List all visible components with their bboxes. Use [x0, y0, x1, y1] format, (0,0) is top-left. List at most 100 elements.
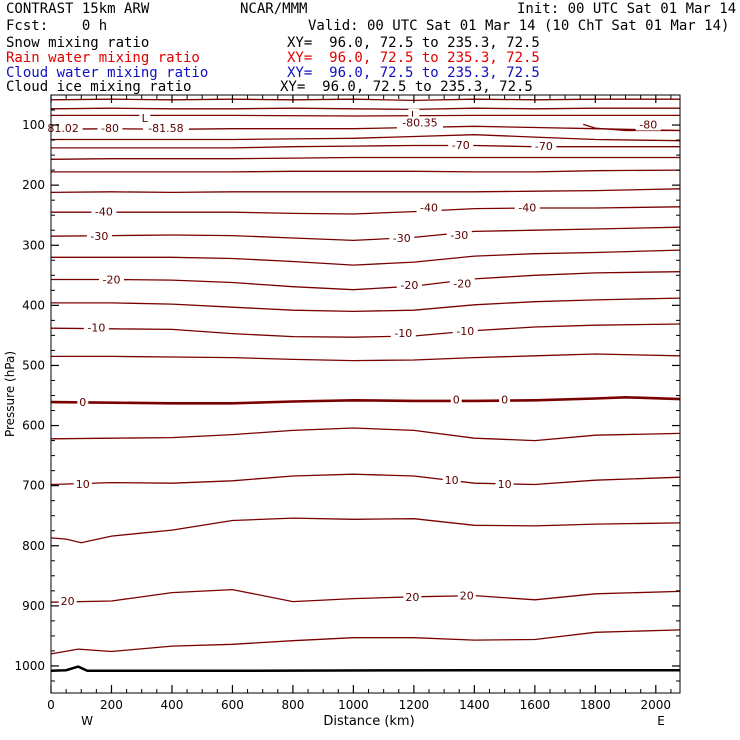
contour-label-bg-23 — [499, 393, 511, 406]
contour-label-26: 10 — [498, 478, 512, 491]
contour-line-14 — [51, 297, 680, 313]
contour-label-bg-4 — [142, 122, 189, 135]
x-tick-label-600: 600 — [221, 698, 244, 712]
contour-label-14: -30 — [450, 229, 468, 242]
contour-label-23: 0 — [501, 394, 508, 407]
contour-line-11 — [51, 226, 680, 242]
x-tick-label-1000: 1000 — [338, 698, 369, 712]
y-tick-label-600: 600 — [22, 419, 45, 433]
contour-label-8: -70 — [535, 140, 553, 153]
contour-label-bg-2 — [43, 122, 83, 135]
contour-label-18: -10 — [87, 322, 105, 335]
legend-rain-xy: XY= 96.0, 72.5 to 235.3, 72.5 — [287, 50, 540, 66]
contour-label-4: -81.58 — [148, 122, 183, 135]
y-tick-label-800: 800 — [22, 539, 45, 553]
contour-label-22: 0 — [453, 394, 460, 407]
contour-label-25: 10 — [445, 474, 459, 487]
contour-label-bg-18 — [83, 321, 109, 334]
contour-line-18 — [51, 427, 680, 442]
contour-line-20 — [51, 517, 680, 544]
contour-label-16: -20 — [400, 279, 418, 292]
contour-labels: L L 81.02 -80 -81.58 -80.35 -80 -70 -70 -40 -40 -40… — [43, 108, 661, 608]
y-tick-label-100: 100 — [22, 118, 45, 132]
contour-label-7: -70 — [452, 139, 470, 152]
contour-label-bg-19 — [390, 326, 416, 339]
y-tick-label-700: 700 — [22, 479, 45, 493]
contour-label-bg-27 — [58, 595, 77, 608]
contour-label-15: -20 — [102, 274, 120, 287]
x-axis-ticks: 0 200 400 600 800 1000 1200 1400 1600 1800 2000 — [47, 95, 672, 712]
contour-label-bg-28 — [403, 590, 422, 603]
contour-label-bg-12 — [86, 230, 112, 243]
contour-label-bg-11 — [514, 201, 540, 214]
x-tick-label-800: 800 — [281, 698, 304, 712]
contour-label-bg-21 — [77, 396, 89, 409]
contour-line-15 — [51, 323, 680, 338]
contour-label-bg-3 — [97, 122, 123, 135]
west-label: W — [81, 714, 93, 728]
x-tick-label-400: 400 — [161, 698, 184, 712]
contour-label-5: -80.35 — [402, 117, 437, 130]
contour-label-bg-24 — [73, 477, 92, 490]
contour-line-7 — [51, 156, 680, 160]
contour-line-17 — [51, 395, 680, 405]
legend-snow-name: Snow mixing ratio — [6, 35, 150, 51]
legend-cloudice-xy: XY= 96.0, 72.5 to 235.3, 72.5 — [280, 79, 533, 95]
contour-label-9: -40 — [95, 206, 113, 219]
x-tick-label-1400: 1400 — [459, 698, 490, 712]
y-tick-label-500: 500 — [22, 358, 45, 372]
contour-label-bg-20 — [452, 325, 478, 338]
contour-line-16 — [51, 353, 680, 362]
y-tick-label-300: 300 — [22, 238, 45, 252]
y-tick-label-200: 200 — [22, 178, 45, 192]
contour-label-2: 81.02 — [47, 122, 79, 135]
legend-cloudice-name: Cloud ice mixing ratio — [6, 79, 192, 95]
contour-label-17: -20 — [453, 278, 471, 291]
contour-label-bg-0 — [139, 111, 151, 124]
contour-label-1: L — [411, 109, 418, 122]
contour-label-bg-16 — [396, 278, 422, 291]
x-axis-label: Distance (km) — [323, 714, 414, 729]
contour-line-9 — [51, 188, 680, 194]
east-label: E — [657, 714, 665, 728]
y-tick-label-1000: 1000 — [14, 659, 45, 673]
contour-label-12: -30 — [90, 230, 108, 243]
legend-cloudwater-xy: XY= 96.0, 72.5 to 235.3, 72.5 — [287, 65, 540, 81]
contour-line-5 — [51, 134, 680, 142]
y-tick-label-900: 900 — [22, 599, 45, 613]
forecast-hour: Fcst: 0 h — [6, 18, 108, 34]
contour-label-0: L — [142, 112, 149, 125]
x-tick-label-200: 200 — [100, 698, 123, 712]
init-time: Init: 00 UTC Sat 01 Mar 14 — [517, 1, 737, 17]
contour-line-2 — [51, 114, 680, 117]
contour-line-19 — [51, 473, 680, 486]
valid-time: Valid: 00 UTC Sat 01 Mar 14 (10 ChT Sat … — [308, 18, 730, 34]
contour-label-bg-14 — [446, 229, 472, 242]
contour-line-8 — [51, 169, 680, 173]
legend-cloudwater-name: Cloud water mixing ratio — [6, 65, 209, 81]
contour-label-bg-6 — [635, 118, 661, 131]
contour-label-21: 0 — [79, 396, 86, 409]
contour-label-20: -10 — [456, 325, 474, 338]
contour-label-bg-9 — [91, 205, 117, 218]
contour-label-28: 20 — [405, 591, 419, 604]
org-label: NCAR/MMM — [240, 1, 308, 17]
contour-label-bg-1 — [408, 108, 420, 121]
contour-line-6 — [51, 144, 680, 149]
contour-label-bg-26 — [495, 477, 514, 490]
contour-label-bg-10 — [416, 201, 442, 214]
contour-label-bg-5 — [396, 116, 443, 129]
contour-label-bg-8 — [531, 140, 557, 153]
contour-label-10: -40 — [420, 201, 438, 214]
contour-label-13: -30 — [393, 232, 411, 245]
contour-line-0 — [51, 98, 680, 102]
contour-label-27: 20 — [61, 595, 75, 608]
x-tick-label-1800: 1800 — [580, 698, 611, 712]
x-tick-label-0: 0 — [47, 698, 55, 712]
y-axis-label: Pressure (hPa) — [3, 351, 17, 437]
contour-label-11: -40 — [518, 201, 536, 214]
contour-label-bg-22 — [450, 393, 462, 406]
contour-label-3: -80 — [101, 122, 119, 135]
y-tick-label-400: 400 — [22, 298, 45, 312]
